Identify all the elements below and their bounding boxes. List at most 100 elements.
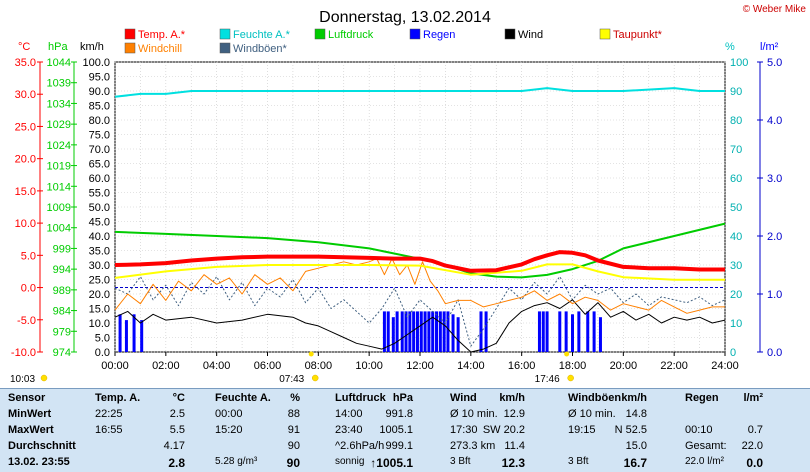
wind-value: 12.3 [501, 456, 525, 470]
row-label: MinWert [8, 408, 52, 420]
hum-header: Feuchte A. [215, 392, 271, 404]
temp-tick-label: 25.0 [15, 121, 36, 133]
hum-time: 15:20 [215, 424, 243, 436]
press-value: 991.8 [385, 408, 413, 420]
series-line-taupunkt [114, 263, 725, 281]
temp-tick-label: 15.0 [15, 186, 36, 198]
legend-swatch [124, 28, 136, 40]
legend-swatch [314, 28, 326, 40]
gust-time: 3 Bft [568, 456, 589, 467]
sensor-header: Sensor [8, 392, 46, 404]
rain-bar [446, 311, 450, 352]
humidity-tick-label: 10 [730, 318, 742, 330]
humidity-tick-label: 20 [730, 289, 742, 301]
legend-label: Temp. A.* [138, 29, 186, 41]
humidity-axis-unit: % [725, 41, 735, 53]
gust-value: 14.8 [625, 408, 647, 420]
wind-tick-label: 45.0 [89, 217, 110, 229]
rain-bar [571, 314, 574, 352]
weather-chart: Donnerstag, 13.02.2014 © Weber Mike Temp… [10, 4, 806, 385]
wind-tick-label: 0.0 [95, 347, 110, 359]
humidity-tick-label: 70 [730, 144, 742, 156]
legend-label: Windchill [138, 43, 182, 55]
hum-value: 90 [287, 440, 300, 452]
wind-header: Wind [450, 392, 477, 404]
series-line-temp-a [114, 250, 725, 273]
pressure-tick-label: 1034 [47, 98, 71, 110]
series-line-windb-en [114, 276, 726, 347]
rain-bar [415, 311, 419, 352]
humidity-tick-label: 40 [730, 231, 742, 243]
axis-units: °C hPa km/h% l/m² [18, 41, 779, 53]
rain-bar [118, 314, 122, 352]
pressure-tick-label: 1039 [47, 78, 71, 90]
rain-axis-unit: l/m² [760, 41, 779, 53]
wind-tick-label: 15.0 [89, 304, 110, 316]
wind-tick-label: 60.0 [89, 173, 110, 185]
legend-swatch [504, 28, 516, 40]
rain-bar [438, 311, 442, 352]
legend-label: Regen [423, 29, 455, 41]
legend-swatch [219, 28, 231, 40]
rain-bar [598, 317, 602, 352]
wind-tick-label: 35.0 [89, 246, 110, 258]
press-value: 1005.1 [379, 424, 413, 436]
x-tick-label: 02:00 [152, 360, 180, 372]
row-label: MaxWert [8, 424, 54, 436]
gust-header: Windböen [568, 392, 622, 404]
rain-value: 0.0 [746, 456, 763, 470]
gust-time: Ø 10 min. [568, 408, 616, 420]
pressure-tick-label: 989 [53, 285, 71, 297]
temp-value: 5.5 [169, 424, 185, 436]
wind-time: 273.3 km [450, 440, 496, 452]
wind-value: 11.4 [504, 440, 525, 452]
pressure-tick-label: 1009 [47, 202, 71, 214]
gust-unit-header: km/h [621, 392, 647, 404]
wind-time: Ø 10 min. [450, 408, 498, 420]
rain-bar [132, 314, 136, 352]
hum-unit-header: % [290, 392, 300, 404]
x-tick-label: 18:00 [559, 360, 587, 372]
pressure-tick-label: 979 [53, 326, 71, 338]
humidity-tick-label: 30 [730, 260, 742, 272]
pressure-tick-label: 984 [53, 306, 71, 318]
rain-value: 0.7 [747, 424, 763, 436]
temp-tick-label: 0.0 [21, 283, 36, 295]
humidity-tick-label: 0 [730, 347, 736, 359]
x-tick-label: 12:00 [406, 360, 434, 372]
wind-unit-header: km/h [499, 392, 525, 404]
legend-label: Wind [518, 29, 543, 41]
x-tick-label: 04:00 [203, 360, 231, 372]
series-line-windchill [114, 258, 725, 314]
press-unit-header: hPa [392, 392, 413, 404]
x-tick-label: 22:00 [660, 360, 688, 372]
wind-tick-label: 70.0 [89, 144, 110, 156]
temp-tick-label: -5.0 [17, 315, 36, 327]
press-header: Luftdruck [335, 392, 386, 404]
rain-bar [456, 317, 460, 352]
temp-value: 2.8 [168, 456, 185, 470]
rain-tick-label: 4.0 [767, 115, 782, 127]
wind-tick-label: 95.0 [89, 72, 110, 84]
rain-bar [577, 311, 581, 352]
temp-time: 22:25 [95, 408, 123, 420]
rain-bars [118, 311, 602, 352]
axis-ticks: 35.0 30.0 25.0 20.0 15.0 10.0 5.0 0.0 -5.0 -10.0 1… [11, 57, 782, 372]
humidity-tick-label: 50 [730, 202, 742, 214]
rain-unit-header: l/m² [743, 392, 763, 404]
wind-tick-label: 5.0 [95, 333, 110, 345]
series-line-feuchte-a [114, 87, 725, 98]
wind-tick-label: 100.0 [82, 57, 110, 69]
press-value: 999.1 [385, 440, 413, 452]
rain-bar [592, 311, 596, 352]
rain-bar [545, 311, 549, 352]
pressure-tick-label: 1044 [47, 57, 71, 69]
wind-tick-label: 85.0 [89, 101, 110, 113]
wind-tick-label: 20.0 [89, 289, 110, 301]
rain-bar [451, 314, 455, 352]
temp-value: 2.5 [169, 408, 185, 420]
rain-bar [382, 311, 386, 352]
rain-tick-label: 1.0 [767, 289, 782, 301]
press-time: 14:00 [335, 408, 363, 420]
sun-icon [567, 374, 574, 382]
